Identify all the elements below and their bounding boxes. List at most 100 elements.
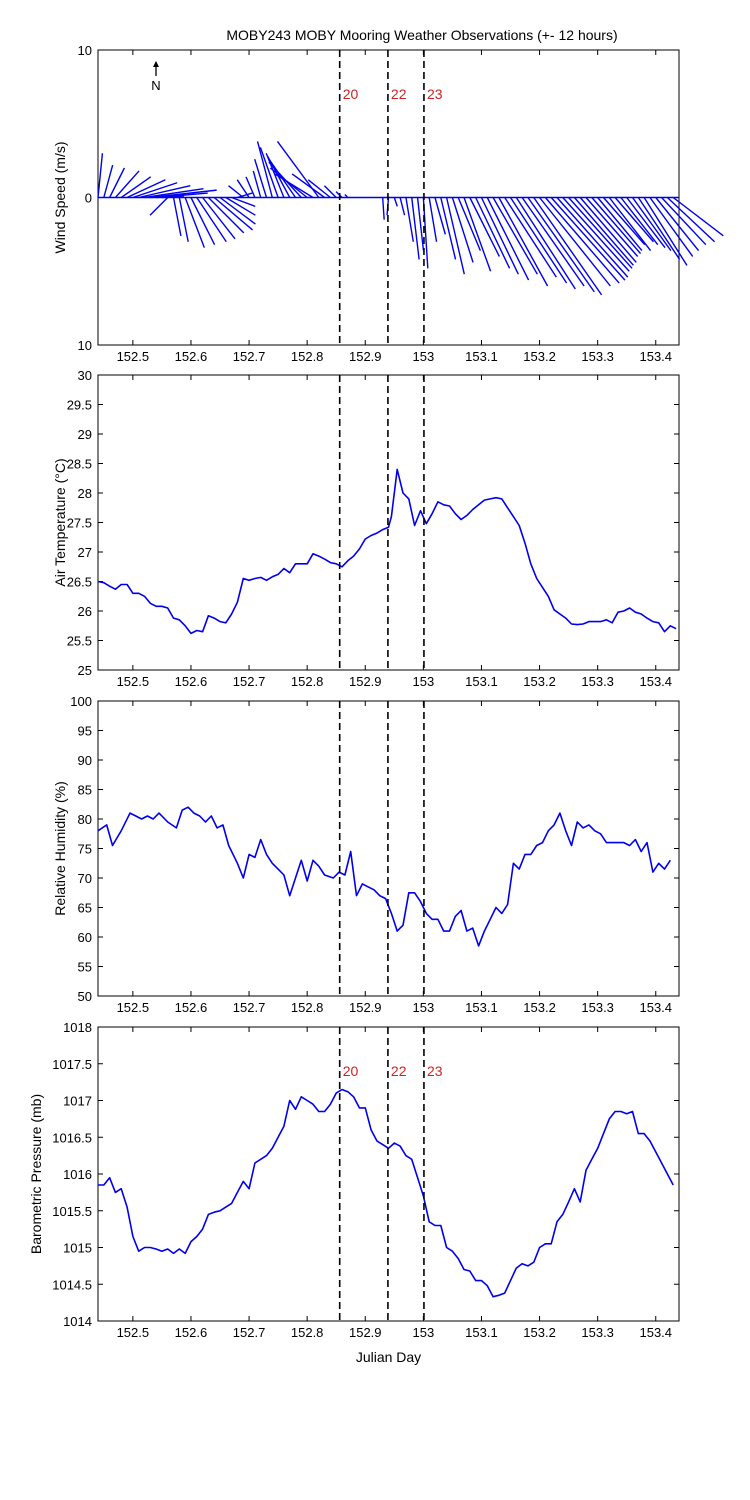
x-tick-label: 152.6 (175, 349, 208, 364)
wind-vector (672, 196, 724, 237)
wind-vector (291, 173, 326, 199)
x-tick-label: 153.3 (581, 674, 614, 689)
wind-vector (568, 197, 633, 269)
series-line-pressure (98, 1088, 674, 1298)
wind-vector (620, 197, 659, 246)
y-tick-label: 1018 (63, 1020, 92, 1035)
x-tick-label: 152.5 (117, 349, 150, 364)
wind-vector (666, 196, 716, 243)
figure-title: MOBY243 MOBY Mooring Weather Observation… (226, 27, 617, 43)
x-tick-label: 152.8 (291, 1325, 324, 1340)
wind-vector (178, 197, 189, 242)
wind-vector (213, 196, 254, 231)
wind-vector (661, 197, 707, 246)
x-tick-label: 153.2 (523, 1325, 556, 1340)
y-tick-label: 90 (78, 753, 92, 768)
x-tick-label: 153.3 (581, 349, 614, 364)
wind-vector (579, 197, 637, 263)
panel-wind: 152.5 152.6 152.7 152.8 152.9 153 153.1 153.2 15… (52, 43, 724, 364)
y-tick-label: 1017.5 (52, 1057, 92, 1072)
wind-vector (451, 197, 474, 263)
marker-label: 20 (343, 86, 359, 102)
x-tick-label: 153.2 (523, 674, 556, 689)
wind-vector (138, 185, 191, 199)
x-tick-label: 153.4 (639, 349, 672, 364)
series-line-humidity (97, 806, 671, 947)
y-axis-label: Barometric Pressure (mb) (28, 1094, 44, 1254)
wind-vector (97, 153, 104, 198)
wind-vector (184, 197, 205, 248)
wind-vector (504, 197, 557, 278)
y-tick-label: 50 (78, 989, 92, 1004)
x-tick-label: 152.5 (117, 1000, 150, 1015)
y-tick-label: 28 (78, 486, 92, 501)
y-tick-label: 27 (78, 545, 92, 560)
wind-vector (637, 197, 681, 260)
wind-vector (498, 197, 549, 287)
wind-vector (585, 197, 639, 257)
wind-vector (225, 196, 256, 216)
x-tick-label: 153.1 (465, 1325, 498, 1340)
wind-vector (515, 197, 576, 290)
north-label: N (151, 78, 160, 93)
wind-vector (256, 141, 273, 198)
x-tick-label: 153.3 (581, 1325, 614, 1340)
x-tick-label: 152.8 (291, 349, 324, 364)
y-tick-label: 100 (70, 694, 92, 709)
y-tick-label: 10 (78, 338, 92, 353)
wind-vector (527, 197, 595, 293)
wind-vector (393, 197, 398, 207)
y-tick-label: 95 (78, 724, 92, 739)
x-tick-label: 153.4 (639, 674, 672, 689)
wind-vector (236, 179, 250, 198)
x-tick-label: 152.6 (175, 1000, 208, 1015)
wind-vector (655, 197, 700, 252)
x-tick-label: 152.5 (117, 674, 150, 689)
wind-vector (259, 147, 279, 198)
x-tick-label: 153 (413, 674, 435, 689)
y-tick-label: 65 (78, 901, 92, 916)
wind-vector (150, 189, 217, 199)
wind-vector (274, 173, 314, 199)
wind-vector (416, 197, 425, 251)
y-tick-label: 29.5 (67, 398, 92, 413)
wind-vector (132, 182, 178, 199)
y-tick-label: 80 (78, 812, 92, 827)
y-tick-label: 28.5 (67, 457, 92, 472)
x-tick-label: 152.7 (233, 1325, 266, 1340)
x-tick-label: 153.4 (639, 1325, 672, 1340)
wind-vector (550, 197, 626, 281)
x-tick-label: 153.4 (639, 1000, 672, 1015)
wind-vector (108, 167, 125, 198)
wind-vector (219, 196, 256, 225)
y-tick-label: 1016.5 (52, 1130, 92, 1145)
wind-vector (544, 197, 620, 284)
y-tick-label: 30 (78, 368, 92, 383)
x-tick-label: 152.7 (233, 674, 266, 689)
y-tick-label: 70 (78, 871, 92, 886)
x-tick-label: 152.9 (349, 1000, 382, 1015)
y-tick-label: 1015.5 (52, 1204, 92, 1219)
y-tick-label: 85 (78, 783, 92, 798)
wind-vector (411, 197, 420, 260)
marker-label: 22 (391, 1063, 407, 1079)
wind-vector (492, 197, 538, 275)
y-tick-label: 55 (78, 960, 92, 975)
wind-vector (144, 187, 204, 199)
y-tick-label: 1014 (63, 1314, 92, 1329)
wind-vector (614, 197, 654, 243)
marker-label: 22 (391, 86, 407, 102)
x-tick-label: 152.7 (233, 1000, 266, 1015)
wind-vector (457, 197, 481, 251)
wind-vector (475, 197, 511, 269)
wind-vector (440, 197, 457, 260)
y-tick-label: 1017 (63, 1094, 92, 1109)
y-tick-label: 27.5 (67, 516, 92, 531)
wind-vector (480, 197, 519, 275)
x-tick-label: 153 (413, 1325, 435, 1340)
wind-vector (597, 197, 643, 252)
wind-vector (231, 196, 256, 208)
wind-vector (649, 197, 694, 257)
y-tick-label: 25.5 (67, 634, 92, 649)
x-tick-label: 153.2 (523, 349, 556, 364)
